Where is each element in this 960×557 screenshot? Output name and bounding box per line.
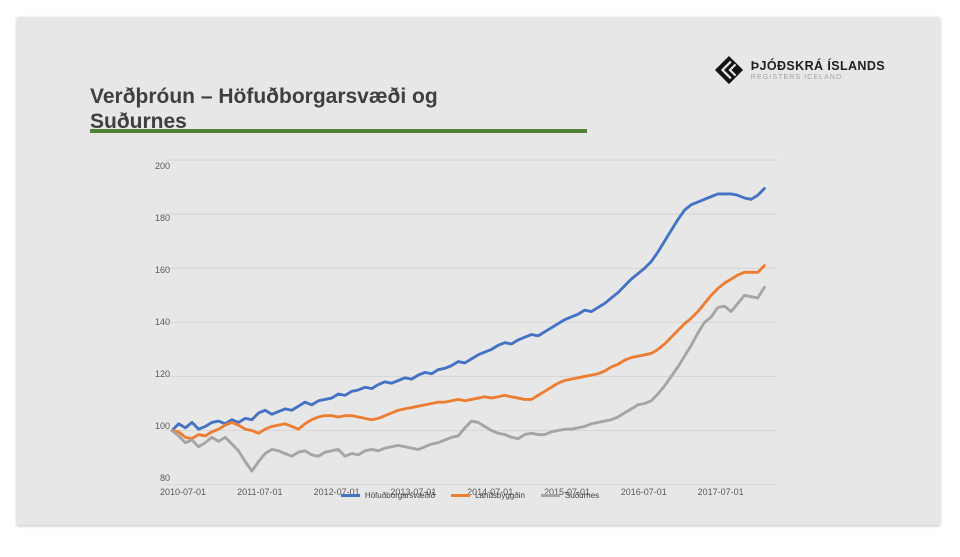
x-axis-tick-label: 2016-07-01	[620, 487, 667, 497]
y-axis-tick-label: 160	[154, 265, 170, 275]
x-axis-tick-label: 2011-07-01	[237, 487, 283, 497]
x-axis-tick-label: 2017-07-01	[697, 487, 744, 497]
registers-iceland-logo: ÞJÓÐSKRÁ ÍSLANDS REGISTERS ICELAND	[714, 55, 885, 85]
y-axis-tick-label: 200	[154, 161, 170, 171]
slide: Verðþróun – Höfuðborgarsvæði og Suðurnes…	[17, 17, 940, 525]
legend-item-landsbyggðin: Landsbyggðin	[451, 491, 525, 500]
page-title: Verðþróun – Höfuðborgarsvæði og Suðurnes	[90, 84, 470, 130]
chart-legend: Höfuðborgarsvæðið Landsbyggðin Suðurnes	[200, 491, 740, 500]
legend-item-suðurnes: Suðurnes	[540, 491, 600, 500]
logo-name: ÞJÓÐSKRÁ ÍSLANDS	[750, 58, 885, 73]
page-title-line1: Verðþróun – Höfuðborgarsvæði og	[90, 85, 438, 108]
legend-label: Suðurnes	[564, 491, 600, 500]
y-axis-tick-label: 140	[154, 317, 170, 327]
x-axis-tick-label: 2015-07-01	[543, 487, 591, 497]
legend-swatch	[340, 494, 360, 497]
x-axis-tick-label: 2012-07-01	[313, 487, 360, 497]
y-axis-tick-label: 100	[154, 421, 170, 431]
x-axis-tick-label: 2014-07-01	[467, 487, 514, 497]
page-title-line2: Suðurnes	[90, 110, 187, 130]
y-axis-tick-label: 120	[154, 369, 170, 379]
series-line-suðurnes	[170, 285, 766, 473]
legend-label: Höfuðborgarsvæðið	[364, 491, 436, 500]
legend-label: Landsbyggðin	[475, 491, 525, 500]
y-axis-tick-label: 180	[154, 213, 170, 223]
registers-iceland-logo-icon	[714, 55, 743, 85]
y-axis-tick-label: 80	[159, 473, 170, 483]
legend-item-höfuðborgarsvæðið: Höfuðborgarsvæðið	[340, 491, 436, 500]
title-underline	[90, 129, 587, 133]
series-line-höfuðborgarsvæðið	[170, 187, 766, 432]
x-axis-tick-label: 2010-07-01	[159, 487, 207, 497]
x-axis-tick-label: 2013-07-01	[390, 487, 437, 497]
legend-swatch	[451, 494, 471, 497]
logo-subname: REGISTERS ICELAND	[750, 73, 843, 81]
chart-plot-area	[163, 159, 778, 486]
legend-swatch	[540, 494, 560, 497]
series-line-landsbyggðin	[170, 264, 766, 441]
